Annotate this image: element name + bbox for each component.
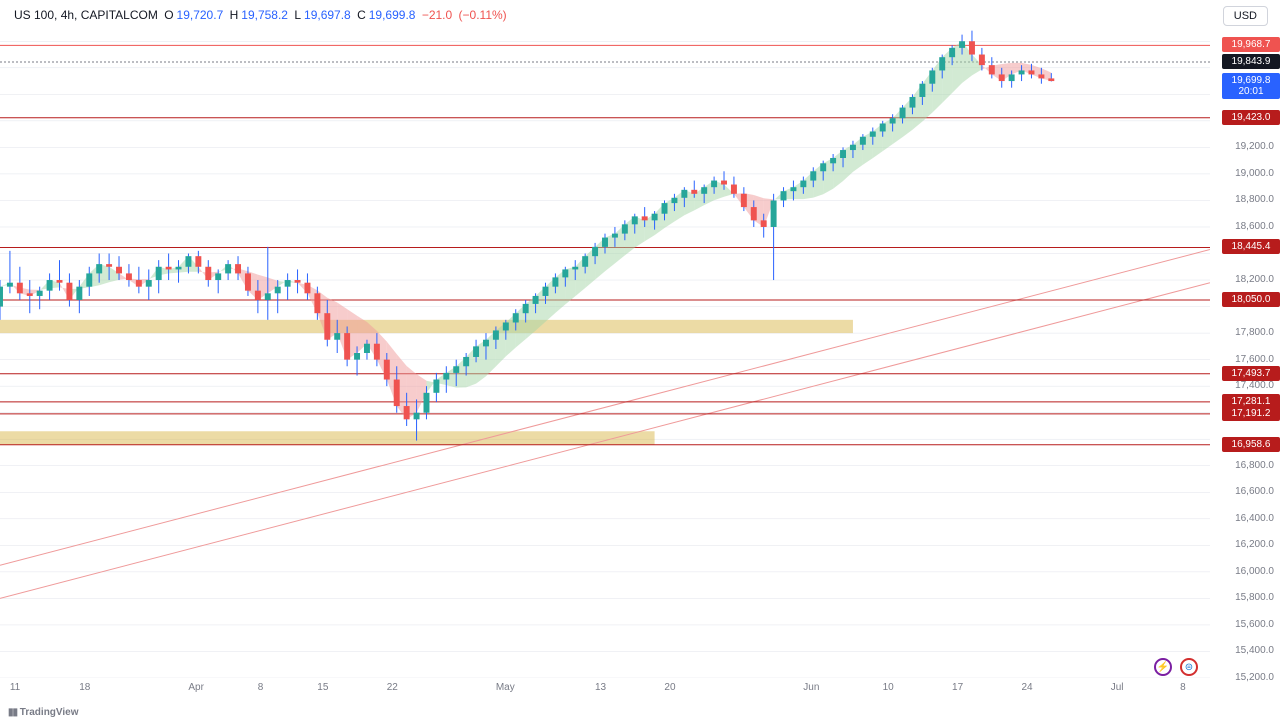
time-tick: 22 (387, 682, 398, 693)
chart-header: US 100, 4h, CAPITALCOM O19,720.7 H19,758… (14, 8, 510, 22)
price-tag: 18,050.0 (1222, 292, 1280, 307)
price-tick: 19,200.0 (1235, 141, 1274, 152)
price-tick: 18,800.0 (1235, 194, 1274, 205)
globe-icon[interactable]: ⊜ (1180, 658, 1198, 676)
symbol-label[interactable]: US 100, 4h, CAPITALCOM (14, 8, 158, 22)
time-tick: 10 (883, 682, 894, 693)
currency-button[interactable]: USD (1223, 6, 1268, 26)
price-tick: 17,800.0 (1235, 327, 1274, 338)
price-tick: 15,400.0 (1235, 645, 1274, 656)
price-tag: 18,445.4 (1222, 239, 1280, 254)
time-tick: 11 (10, 682, 20, 693)
price-tag: 19,968.7 (1222, 37, 1280, 52)
time-tick: 17 (952, 682, 963, 693)
time-tick: 24 (1021, 682, 1032, 693)
time-tick: 18 (79, 682, 90, 693)
time-tick: 8 (1180, 682, 1186, 693)
time-tick: 8 (258, 682, 264, 693)
time-tick: 15 (317, 682, 328, 693)
price-tag: 19,699.820:01 (1222, 73, 1280, 99)
price-tick: 16,400.0 (1235, 513, 1274, 524)
time-tick: May (496, 682, 515, 693)
price-tick: 16,000.0 (1235, 566, 1274, 577)
time-tick: 13 (595, 682, 606, 693)
toolbar-icons: ⚡ ⊜ (1154, 658, 1198, 676)
price-tick: 17,400.0 (1235, 380, 1274, 391)
time-tick: Apr (188, 682, 204, 693)
price-tick: 16,600.0 (1235, 486, 1274, 497)
time-tick: 20 (664, 682, 675, 693)
price-tick: 16,800.0 (1235, 460, 1274, 471)
price-tick: 15,200.0 (1235, 672, 1274, 683)
time-axis[interactable]: 11 18 Apr 8 15 22 May 13 20 Jun 10 17 24 Jul 8 (0, 682, 1210, 700)
price-tag: 19,423.0 (1222, 110, 1280, 125)
tradingview-logo[interactable]: ▮▮ TradingView (8, 707, 79, 718)
price-tick: 18,600.0 (1235, 221, 1274, 232)
time-tick: Jun (803, 682, 819, 693)
price-tick: 19,000.0 (1235, 168, 1274, 179)
price-tick: 18,200.0 (1235, 274, 1274, 285)
price-tag: 17,191.2 (1222, 406, 1280, 421)
price-tag: 19,843.9 (1222, 54, 1280, 69)
price-tick: 16,200.0 (1235, 539, 1274, 550)
chart-area[interactable] (0, 28, 1210, 678)
time-tick: Jul (1111, 682, 1124, 693)
price-tick: 15,600.0 (1235, 619, 1274, 630)
price-tick: 17,600.0 (1235, 354, 1274, 365)
price-tag: 17,493.7 (1222, 366, 1280, 381)
price-tag: 16,958.6 (1222, 437, 1280, 452)
flash-icon[interactable]: ⚡ (1154, 658, 1172, 676)
price-axis[interactable]: 19,200.0 19,000.0 18,800.0 18,600.0 18,200.0… (1218, 28, 1280, 678)
price-tick: 15,800.0 (1235, 592, 1274, 603)
